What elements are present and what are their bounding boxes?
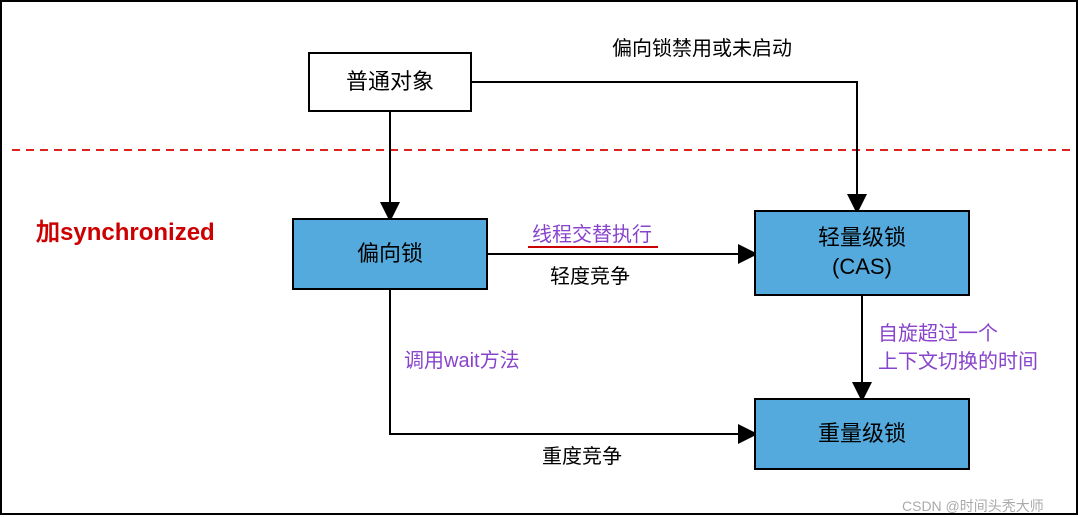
node-normal-object: 普通对象: [308, 52, 472, 112]
edge-label-light-contention: 轻度竞争: [550, 260, 630, 289]
side-label-synchronized: 加synchronized: [36, 212, 215, 247]
edge-label-line2: 上下文切换的时间: [878, 351, 1038, 373]
node-label: 偏向锁: [357, 240, 423, 269]
node-label-line1: 轻量级锁: [818, 224, 906, 253]
edge-label-line1: 自旋超过一个: [878, 323, 998, 345]
node-heavyweight-lock: 重量级锁: [754, 398, 970, 470]
node-biased-lock: 偏向锁: [292, 218, 488, 290]
node-label: 普通对象: [346, 68, 434, 97]
node-label: 重量级锁: [818, 420, 906, 449]
edge-label-thread-alternate: 线程交替执行: [532, 218, 652, 247]
edge-label-call-wait: 调用wait方法: [404, 344, 520, 373]
edge-label-spin-timeout: 自旋超过一个 上下文切换的时间: [878, 320, 1038, 376]
edge-label-heavy-contention: 重度竞争: [542, 440, 622, 469]
node-lightweight-lock: 轻量级锁 (CAS): [754, 210, 970, 296]
edge-label-biased-disabled: 偏向锁禁用或未启动: [612, 32, 792, 61]
watermark-text: CSDN @时间头秃大师: [902, 496, 1044, 516]
edge-normal-to-light: [472, 82, 857, 210]
underline-thread-alternate: [528, 246, 658, 248]
node-label-line2: (CAS): [832, 253, 892, 282]
